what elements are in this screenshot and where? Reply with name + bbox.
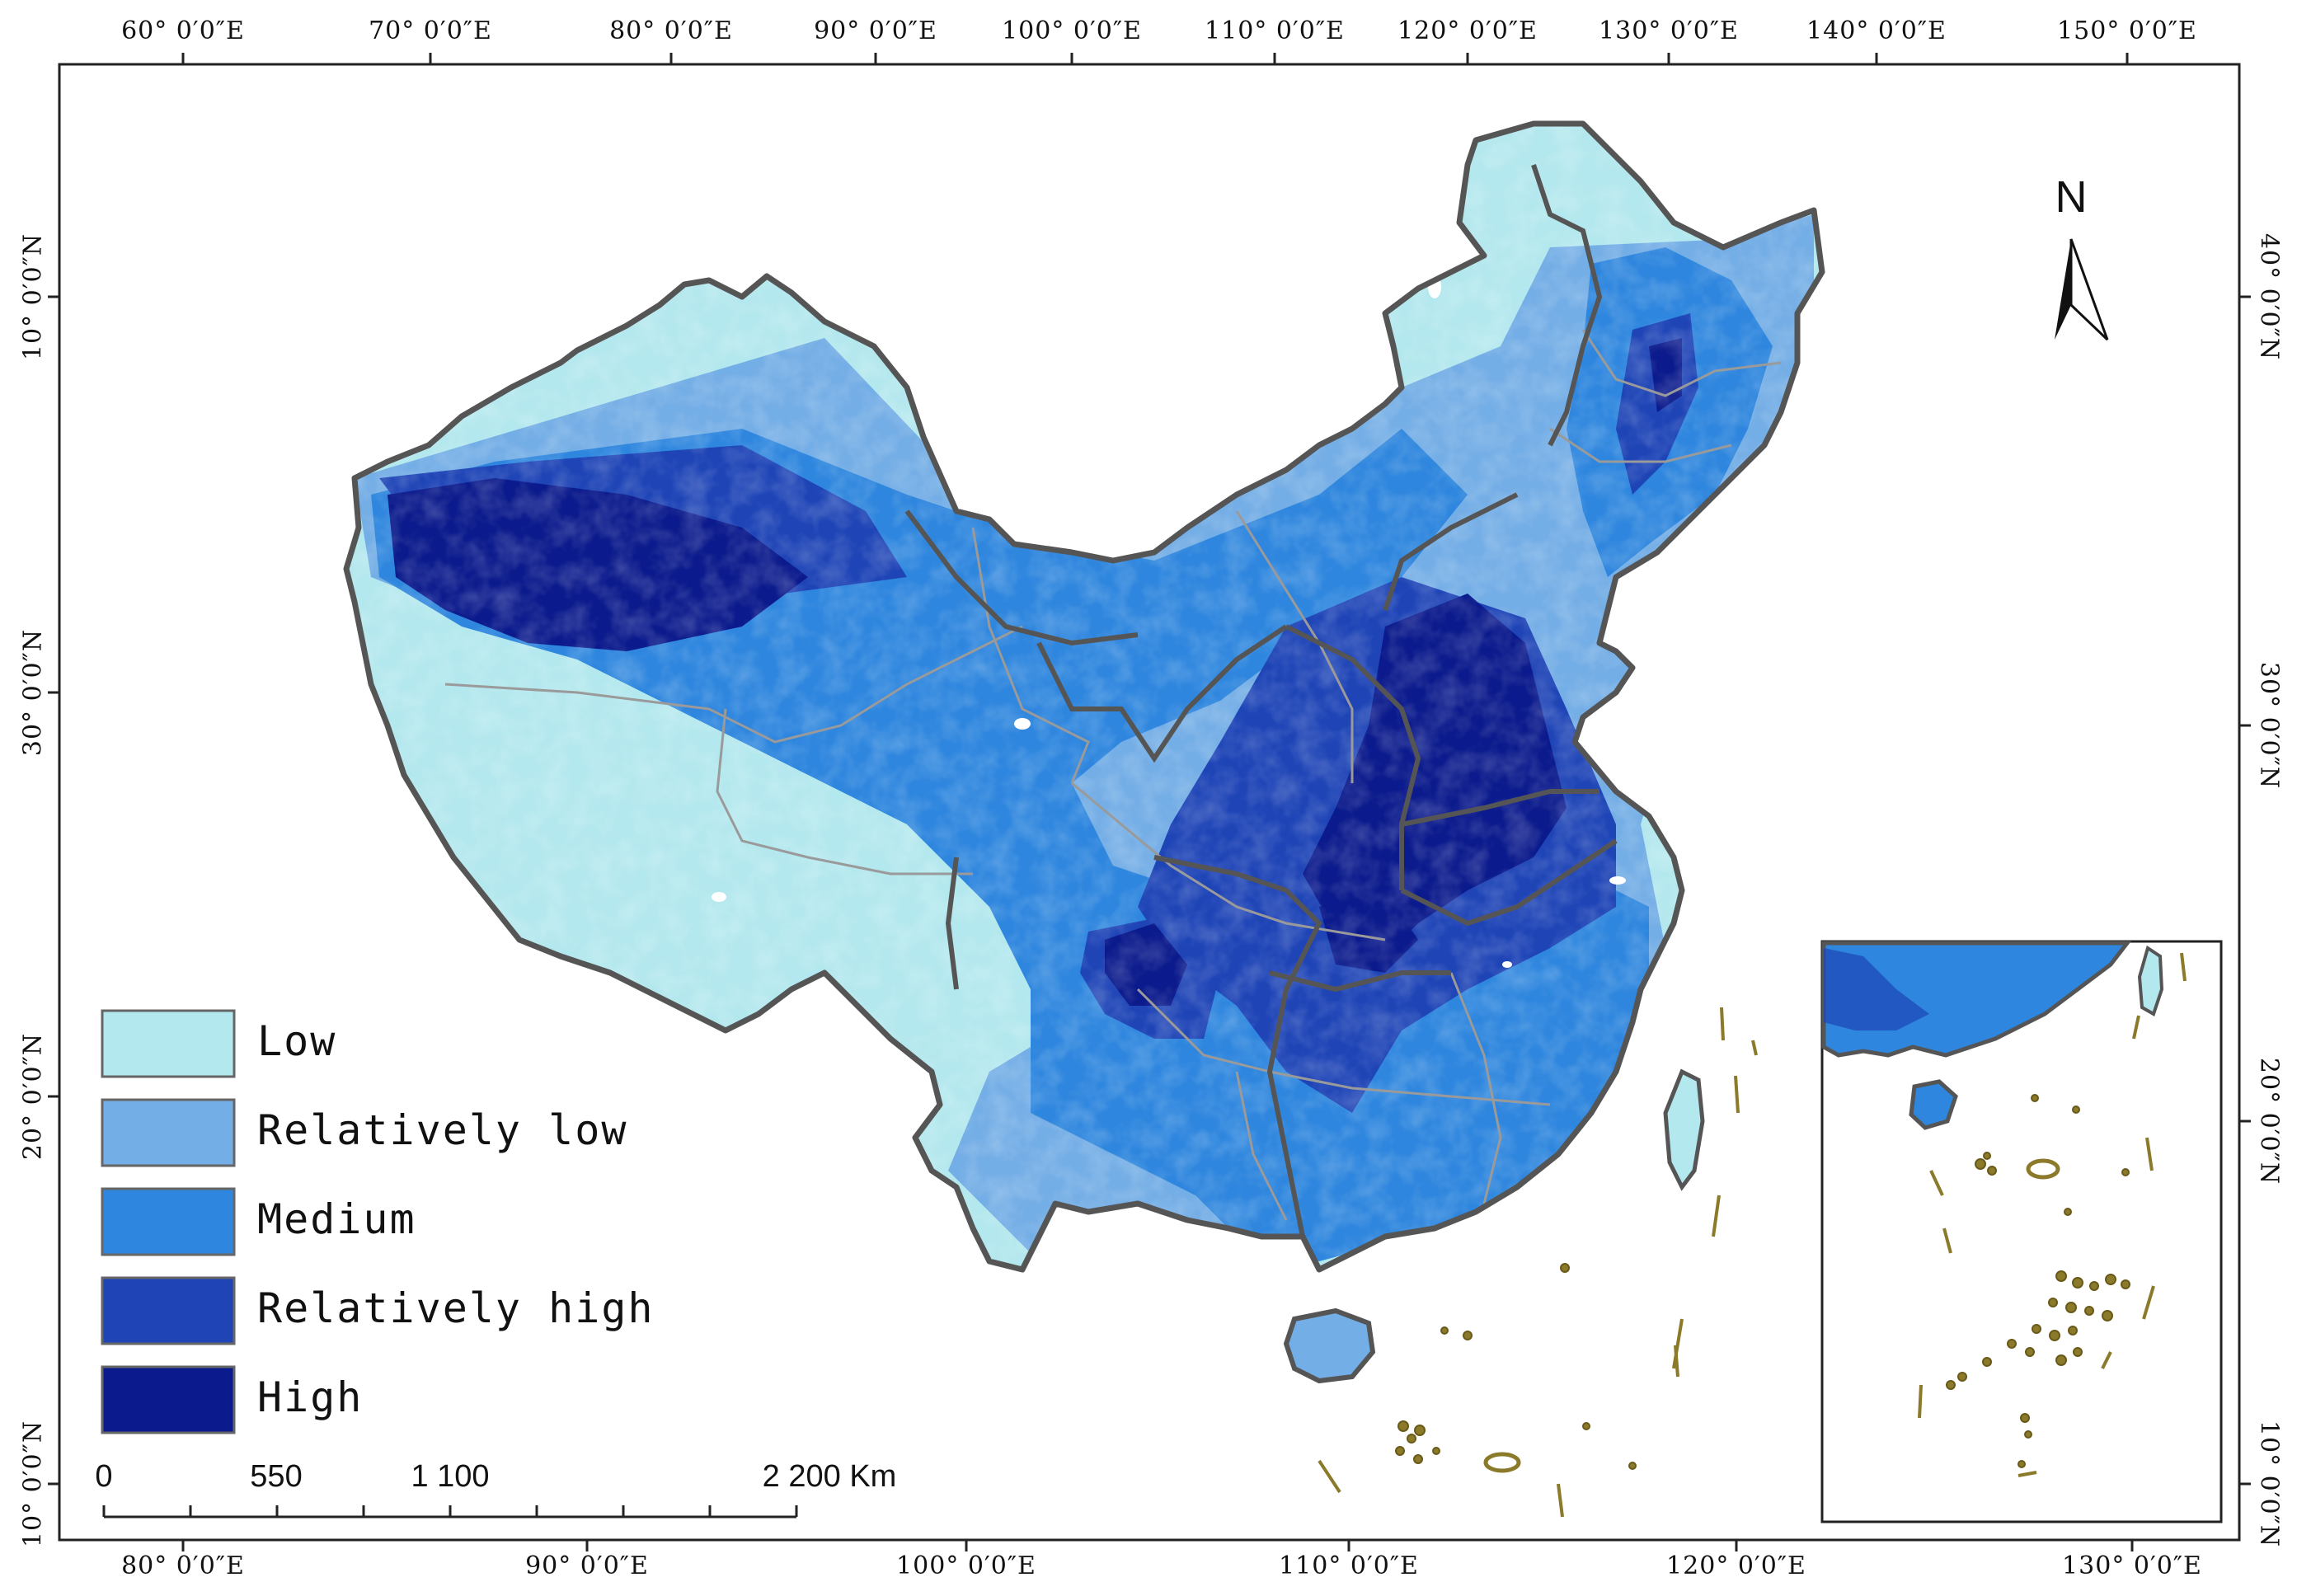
north-arrow-dark-half bbox=[2055, 239, 2071, 340]
national-boundary bbox=[343, 120, 1825, 1273]
bottom-tick-label: 130° 0′0″E bbox=[2062, 1551, 2202, 1580]
legend bbox=[101, 1009, 236, 1434]
maritime-boundary-dashes bbox=[1318, 1007, 1758, 1518]
top-tick-label: 120° 0′0″E bbox=[1397, 16, 1538, 45]
legend-item-label: Relatively low bbox=[257, 1106, 628, 1154]
left-tick-label: 30° 0′0″N bbox=[18, 628, 48, 757]
scale-bar bbox=[102, 1505, 798, 1519]
hainan-island bbox=[1283, 1307, 1376, 1384]
bottom-tick-label: 120° 0′0″E bbox=[1666, 1551, 1806, 1580]
south-china-sea-islands bbox=[1395, 1263, 1637, 1473]
legend-swatch bbox=[101, 1276, 236, 1345]
legend-item-label: High bbox=[257, 1373, 364, 1421]
left-tick-label: 10° 0′0″N bbox=[18, 232, 48, 361]
top-tick-label: 60° 0′0″E bbox=[121, 16, 245, 45]
bottom-tick-label: 100° 0′0″E bbox=[896, 1551, 1036, 1580]
top-tick-label: 130° 0′0″E bbox=[1599, 16, 1739, 45]
legend-swatch bbox=[101, 1009, 236, 1078]
legend-swatch bbox=[101, 1098, 236, 1167]
left-tick-label: 20° 0′0″N bbox=[18, 1032, 48, 1161]
top-tick-label: 150° 0′0″E bbox=[2057, 16, 2197, 45]
taiwan-island bbox=[1663, 1068, 1705, 1191]
bottom-tick-label: 90° 0′0″E bbox=[525, 1551, 649, 1580]
inset-relatively-high bbox=[1824, 948, 1929, 1030]
legend-item-label: Low bbox=[257, 1017, 337, 1065]
scale-bar-label: 1 100 bbox=[411, 1459, 490, 1494]
inset-map bbox=[1820, 940, 2223, 1523]
right-tick-label: 20° 0′0″N bbox=[2254, 1057, 2284, 1185]
legend-swatch bbox=[101, 1365, 236, 1434]
bottom-tick-label: 80° 0′0″E bbox=[121, 1551, 245, 1580]
lakes bbox=[712, 275, 1626, 968]
inset-taiwan bbox=[2137, 945, 2164, 1016]
inset-boundary-dashes bbox=[1918, 952, 2187, 1477]
legend-swatch bbox=[101, 1187, 236, 1256]
legend-item-label: Relatively high bbox=[257, 1284, 655, 1332]
scale-bar-label: 0 bbox=[95, 1459, 113, 1494]
top-tick-label: 100° 0′0″E bbox=[1002, 16, 1142, 45]
frame-ticks bbox=[48, 53, 2251, 1551]
top-tick-label: 80° 0′0″E bbox=[609, 16, 733, 45]
region-boundaries bbox=[904, 164, 1618, 1237]
right-tick-label: 30° 0′0″N bbox=[2254, 661, 2284, 790]
north-arrow-label: N bbox=[2055, 172, 2088, 222]
legend-item-label: Medium bbox=[257, 1195, 416, 1243]
inset-islands bbox=[1946, 1094, 2130, 1468]
top-tick-label: 70° 0′0″E bbox=[369, 16, 492, 45]
scale-bar-label: 550 bbox=[250, 1459, 303, 1494]
inset-hainan bbox=[1909, 1079, 1958, 1130]
top-tick-label: 110° 0′0″E bbox=[1205, 16, 1345, 45]
top-tick-label: 140° 0′0″E bbox=[1806, 16, 1947, 45]
top-tick-label: 90° 0′0″E bbox=[814, 16, 937, 45]
scale-bar-label: 2 200 Km bbox=[762, 1459, 897, 1494]
bottom-tick-label: 110° 0′0″E bbox=[1279, 1551, 1419, 1580]
province-boundaries bbox=[444, 329, 1782, 1221]
right-tick-label: 40° 0′0″N bbox=[2254, 232, 2284, 361]
north-arrow bbox=[2055, 238, 2109, 341]
north-arrow-light-half bbox=[2069, 238, 2109, 341]
right-tick-label: 10° 0′0″N bbox=[2254, 1420, 2284, 1548]
left-tick-label: 10° 0′0″N bbox=[18, 1420, 48, 1548]
